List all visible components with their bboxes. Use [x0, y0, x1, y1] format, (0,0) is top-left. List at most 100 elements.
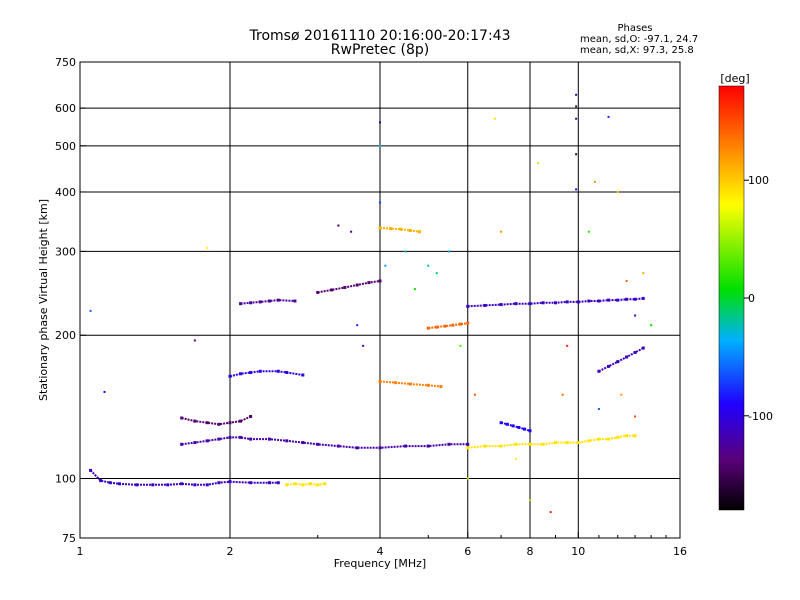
scatter-point: [575, 188, 578, 191]
scatter-point: [447, 250, 450, 253]
phases-header: Phases: [617, 23, 653, 34]
x-tick-label: 1: [77, 545, 84, 558]
y-tick-label: 75: [62, 532, 76, 545]
x-tick-label: 6: [464, 545, 471, 558]
x-axis-label: Frequency [MHz]: [334, 557, 426, 570]
scatter-point: [413, 288, 416, 291]
colorbar-tick-label: -100: [748, 410, 773, 423]
y-tick-label: 600: [55, 102, 76, 115]
x-tick-label: 16: [673, 545, 687, 558]
trace-point: [483, 444, 487, 448]
scatter-point: [634, 415, 637, 418]
scatter-point: [529, 499, 531, 502]
scatter-point: [593, 180, 596, 183]
trace-point: [576, 300, 580, 304]
chart-title: Tromsø 20161110 20:16:00-20:17:43: [249, 28, 511, 44]
trace-point: [597, 437, 601, 441]
x-tick-label: 4: [377, 545, 384, 558]
data-points: [89, 93, 653, 514]
axis-ticks: 1 2 4 6 8 10 16 75 100 200 300 400 500 600 750: [55, 56, 687, 558]
trace-line: [240, 299, 295, 305]
trace-point: [249, 481, 253, 485]
trace-point: [403, 444, 407, 448]
scatter-point: [379, 144, 381, 147]
trace-point: [89, 468, 93, 472]
phases-x-stats: mean, sd,X: 97.3, 25.8: [580, 45, 694, 56]
trace-point: [597, 299, 601, 303]
x-tick-label: 10: [571, 545, 585, 558]
trace-point: [378, 226, 382, 230]
trace-point: [633, 297, 637, 301]
trace-point: [285, 483, 289, 487]
trace-point: [135, 483, 139, 487]
scatter-point: [620, 393, 623, 396]
scatter-point: [404, 250, 407, 253]
scatter-point: [650, 324, 653, 327]
scatter-point: [435, 272, 438, 275]
scatter-point: [473, 393, 476, 396]
colorbar: [deg] 100 0 -100: [718, 72, 773, 511]
trace-line: [428, 322, 468, 330]
trace-point: [323, 482, 327, 486]
scatter-point: [206, 247, 209, 250]
trace-point: [641, 346, 645, 350]
trace-point: [330, 288, 334, 292]
y-axis-label: Stationary phase Virtual Height [km]: [37, 199, 50, 401]
trace-line: [181, 415, 252, 426]
trace-line: [379, 227, 420, 233]
scatter-point: [536, 162, 539, 165]
scatter-point: [362, 344, 365, 347]
scatter-point: [193, 339, 196, 342]
x-tick-label: 8: [527, 545, 534, 558]
trace-point: [180, 482, 184, 486]
trace-point: [483, 303, 487, 307]
scatter-point: [459, 344, 462, 347]
trace-point: [576, 441, 580, 445]
colorbar-tick-label: 100: [748, 174, 769, 187]
colorbar-gradient: [719, 86, 744, 510]
trace-point: [99, 479, 103, 483]
phases-o-stats: mean, sd,O: -97.1, 24.7: [580, 34, 699, 45]
trace-line: [379, 380, 442, 388]
scatter-point: [103, 390, 106, 393]
y-tick-label: 300: [55, 245, 76, 258]
scatter-point: [587, 230, 590, 233]
trace-point: [293, 299, 297, 303]
scatter-point: [561, 393, 564, 396]
trace-line: [89, 469, 279, 486]
trace-point: [239, 302, 243, 306]
scatter-point: [616, 190, 619, 193]
scatter-point: [625, 280, 628, 283]
scatter-point: [607, 115, 610, 118]
scatter-point: [575, 93, 578, 96]
scatter-point: [466, 477, 469, 480]
trace-point: [239, 419, 243, 423]
trace-point: [466, 321, 470, 325]
scatter-point: [384, 264, 387, 267]
scatter-point: [356, 324, 359, 327]
scatter-point: [642, 272, 645, 275]
scatter-point: [427, 264, 430, 267]
trace-line: [317, 280, 381, 294]
scatter-point: [350, 230, 353, 233]
scatter-point: [597, 407, 600, 410]
colorbar-tick-label: 0: [748, 292, 755, 305]
trace-line: [181, 436, 468, 449]
y-tick-label: 400: [55, 186, 76, 199]
scatter-point: [575, 117, 578, 120]
scatter-point: [575, 153, 578, 156]
colorbar-ticks: 100 0 -100: [744, 174, 773, 423]
scatter-point: [566, 344, 569, 347]
trace-point: [308, 482, 312, 486]
trace-point: [378, 379, 382, 383]
trace-line: [500, 421, 531, 432]
trace-point: [528, 302, 532, 306]
trace-point: [301, 373, 305, 377]
trace-line: [598, 347, 644, 373]
trace-line: [229, 370, 303, 378]
trace-line: [467, 297, 644, 308]
scatter-point: [379, 121, 381, 124]
scatter-point: [575, 105, 578, 108]
chart-subtitle: RwPretec (8p): [330, 42, 430, 58]
trace-point: [641, 296, 645, 300]
